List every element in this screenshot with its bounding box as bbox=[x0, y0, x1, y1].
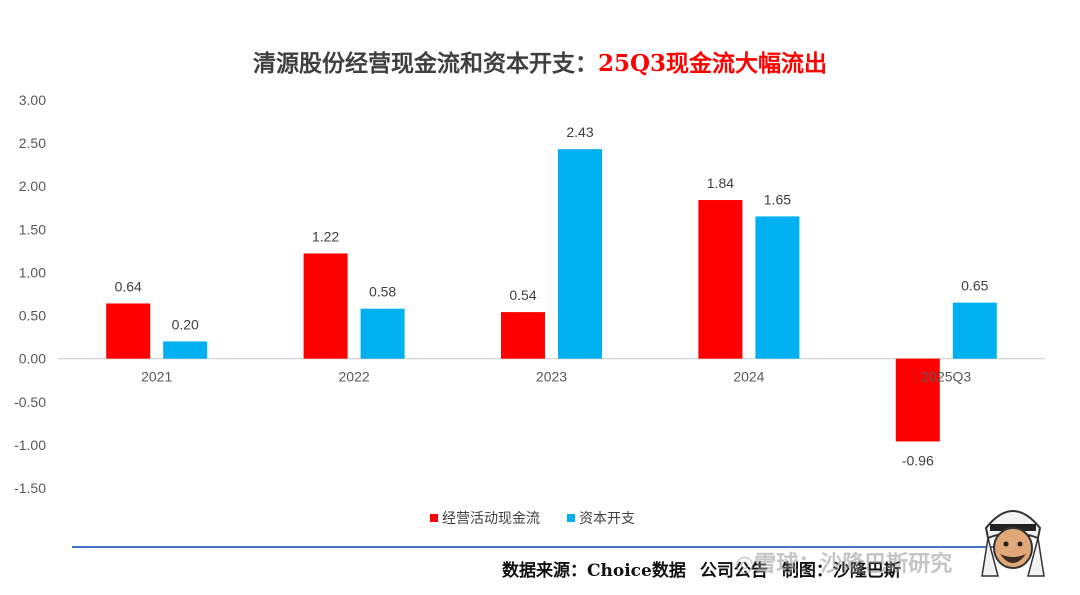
bar-capex bbox=[558, 149, 602, 359]
watermark: ◎雪球：沙隆巴斯研究 bbox=[735, 552, 953, 577]
y-tick-label: 0.50 bbox=[19, 308, 46, 324]
x-tick-label: 2022 bbox=[339, 369, 370, 385]
data-label: 1.22 bbox=[312, 228, 339, 244]
bar-operating-cash-flow bbox=[895, 358, 940, 442]
y-tick-label: 1.00 bbox=[19, 264, 46, 280]
legend-label: 经营活动现金流 bbox=[442, 511, 540, 527]
footer-source-text: 数据来源：Choice数据 bbox=[502, 561, 686, 581]
chart-title-highlight: 25Q3现金流大幅流出 bbox=[597, 50, 828, 77]
bar-operating-cash-flow bbox=[501, 312, 545, 359]
footer-note-text: 公司公告 bbox=[699, 561, 768, 581]
footer-credit-text: 制图：沙隆巴斯 bbox=[781, 561, 901, 581]
y-tick-label: 0.00 bbox=[19, 351, 46, 367]
data-label: 1.65 bbox=[764, 191, 791, 207]
bar-operating-cash-flow bbox=[303, 253, 348, 359]
data-label: 2.43 bbox=[566, 124, 593, 140]
data-label: 0.58 bbox=[369, 284, 396, 300]
data-label: 0.64 bbox=[115, 278, 142, 294]
y-tick-label: -1.50 bbox=[14, 480, 46, 496]
data-label: -0.96 bbox=[902, 452, 934, 468]
y-tick-label: -1.00 bbox=[14, 437, 46, 453]
bar-capex bbox=[952, 302, 997, 359]
legend-swatch bbox=[567, 514, 575, 522]
bar-operating-cash-flow bbox=[698, 200, 743, 359]
data-label: 1.84 bbox=[707, 175, 734, 191]
chart-title: 清源股份经营现金流和资本开支：25Q3现金流大幅流出 bbox=[0, 44, 1080, 78]
y-tick-label: -0.50 bbox=[14, 394, 46, 410]
data-label: 0.20 bbox=[172, 316, 199, 332]
bar-operating-cash-flow bbox=[106, 303, 151, 359]
footer-divider bbox=[72, 546, 1030, 548]
chart-title-main: 清源股份经营现金流和资本开支： bbox=[252, 50, 598, 77]
legend-label: 资本开支 bbox=[579, 511, 635, 527]
y-tick-label: 2.50 bbox=[19, 135, 46, 151]
y-tick-label: 1.50 bbox=[19, 221, 46, 237]
x-tick-label: 2025Q3 bbox=[921, 369, 971, 385]
data-label: 0.65 bbox=[961, 278, 988, 294]
legend-swatch bbox=[430, 514, 438, 522]
x-tick-label: 2023 bbox=[536, 369, 567, 385]
y-tick-label: 3.00 bbox=[19, 92, 46, 108]
mascot-logo-icon bbox=[981, 510, 1045, 577]
bar-capex bbox=[163, 341, 208, 359]
data-label: 0.54 bbox=[509, 287, 536, 303]
bar-capex bbox=[360, 308, 405, 359]
bar-capex bbox=[755, 216, 800, 359]
footer-source: 数据来源：Choice数据 公司公告 制图：沙隆巴斯 bbox=[502, 556, 915, 581]
x-tick-label: 2021 bbox=[141, 369, 172, 385]
x-tick-label: 2024 bbox=[733, 369, 764, 385]
y-tick-label: 2.00 bbox=[19, 178, 46, 194]
